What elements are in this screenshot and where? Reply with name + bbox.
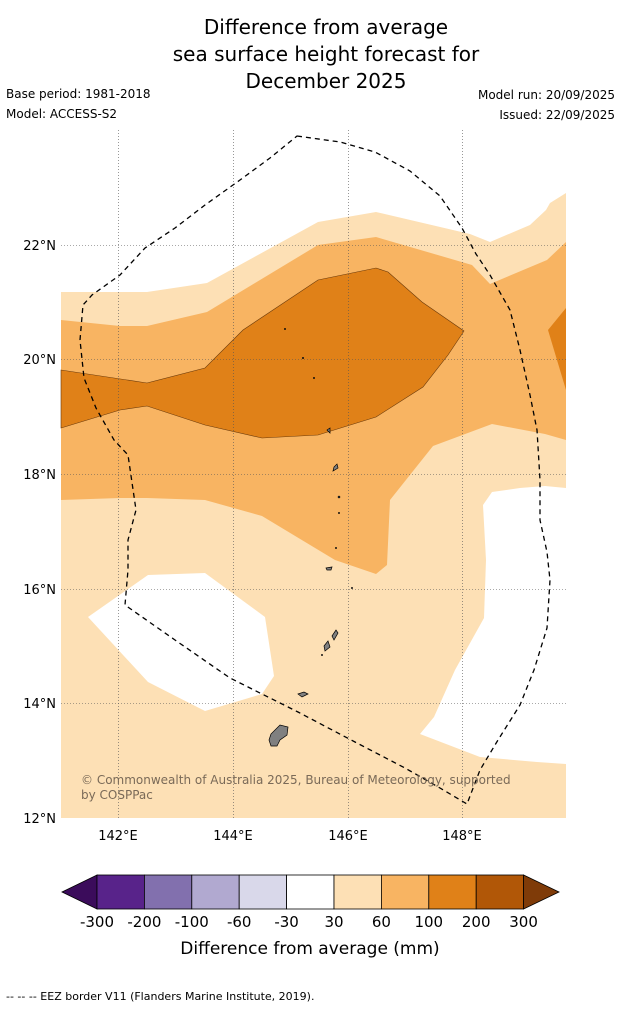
lat-label-18: 18°N: [23, 468, 56, 483]
cb-tick-100: 100: [414, 913, 443, 931]
cb-tick-neg100: -100: [175, 913, 209, 931]
island-tinian: [323, 640, 331, 652]
lon-label-144: 144°E: [213, 829, 253, 844]
colorbar-arrow-low: [61, 874, 98, 910]
colorbar-arrow-high: [523, 874, 560, 910]
map-panel: © Commonwealth of Australia 2025, Bureau…: [60, 130, 566, 818]
cb-tick-300: 300: [509, 913, 538, 931]
cb-tick-neg60: -60: [227, 913, 252, 931]
island-rota: [297, 691, 309, 698]
issued-date: Issued: 22/09/2025: [499, 108, 615, 122]
title-line-3: December 2025: [245, 69, 407, 93]
islands: [268, 328, 353, 747]
colorbar-swatch-neg100-neg60: [191, 874, 240, 910]
cb-tick-neg300: -300: [80, 913, 114, 931]
contour-below-30-north: [61, 130, 566, 292]
copyright-line-1: © Commonwealth of Australia 2025, Bureau…: [81, 773, 511, 787]
title-line-2: sea surface height forecast for: [172, 42, 480, 66]
colorbar-swatch-neg60-neg30: [238, 874, 287, 910]
colorbar-label: Difference from average (mm): [180, 939, 439, 959]
cb-tick-60: 60: [372, 913, 391, 931]
colorbar-swatch-neg30-30: [286, 874, 335, 910]
eez-legend: -- -- -- EEZ border V11 (Flanders Marine…: [6, 990, 315, 1003]
island-pagan: [332, 463, 339, 472]
model-run: Model run: 20/09/2025: [477, 88, 615, 102]
lat-label-14: 14°N: [23, 697, 56, 712]
lat-label-12: 12°N: [23, 812, 56, 827]
lon-label-148: 148°E: [442, 829, 482, 844]
lat-label-20: 20°N: [23, 353, 56, 368]
lon-axis: 142°E 144°E 146°E 148°E: [98, 829, 482, 844]
lat-label-16: 16°N: [23, 583, 56, 598]
lon-label-146: 146°E: [328, 829, 368, 844]
island-anatahan: [325, 566, 333, 571]
cb-tick-200: 200: [462, 913, 491, 931]
eez-border: [79, 135, 551, 805]
lat-axis: 22°N 20°N 18°N 16°N 14°N 12°N: [23, 239, 56, 827]
cb-tick-neg200: -200: [127, 913, 161, 931]
title-line-1: Difference from average: [203, 15, 449, 39]
colorbar-swatch-neg200-neg100: [143, 874, 193, 910]
island-agrihan: [326, 427, 331, 434]
contour-100-200: [60, 267, 465, 439]
colorbar-ticks: -300 -200 -100 -60 -30 30 60 100 200 300: [80, 913, 538, 931]
base-period: Base period: 1981-2018: [6, 87, 151, 101]
colorbar-swatch-200-300: [475, 874, 525, 910]
model-name: Model: ACCESS-S2: [6, 107, 118, 121]
colorbar-swatch-60-100: [380, 874, 430, 910]
chart-title: Difference from average sea surface heig…: [0, 14, 621, 95]
colorbar-swatch-neg300-neg200: [96, 874, 145, 910]
cb-tick-30: 30: [324, 913, 343, 931]
contour-100-200-east: [548, 308, 566, 390]
cb-tick-neg30: -30: [274, 913, 299, 931]
colorbar-swatch-30-60: [333, 874, 382, 910]
graticule: [61, 130, 566, 818]
island-saipan: [331, 629, 339, 641]
copyright-line-2: by COSPPac: [81, 788, 153, 802]
lat-label-22: 22°N: [23, 239, 56, 254]
colorbar-swatch-100-200: [428, 874, 477, 910]
contour-below-30-east: [420, 486, 566, 764]
island-guam: [268, 724, 289, 747]
colorbar: [61, 874, 560, 910]
lon-label-142: 142°E: [98, 829, 138, 844]
